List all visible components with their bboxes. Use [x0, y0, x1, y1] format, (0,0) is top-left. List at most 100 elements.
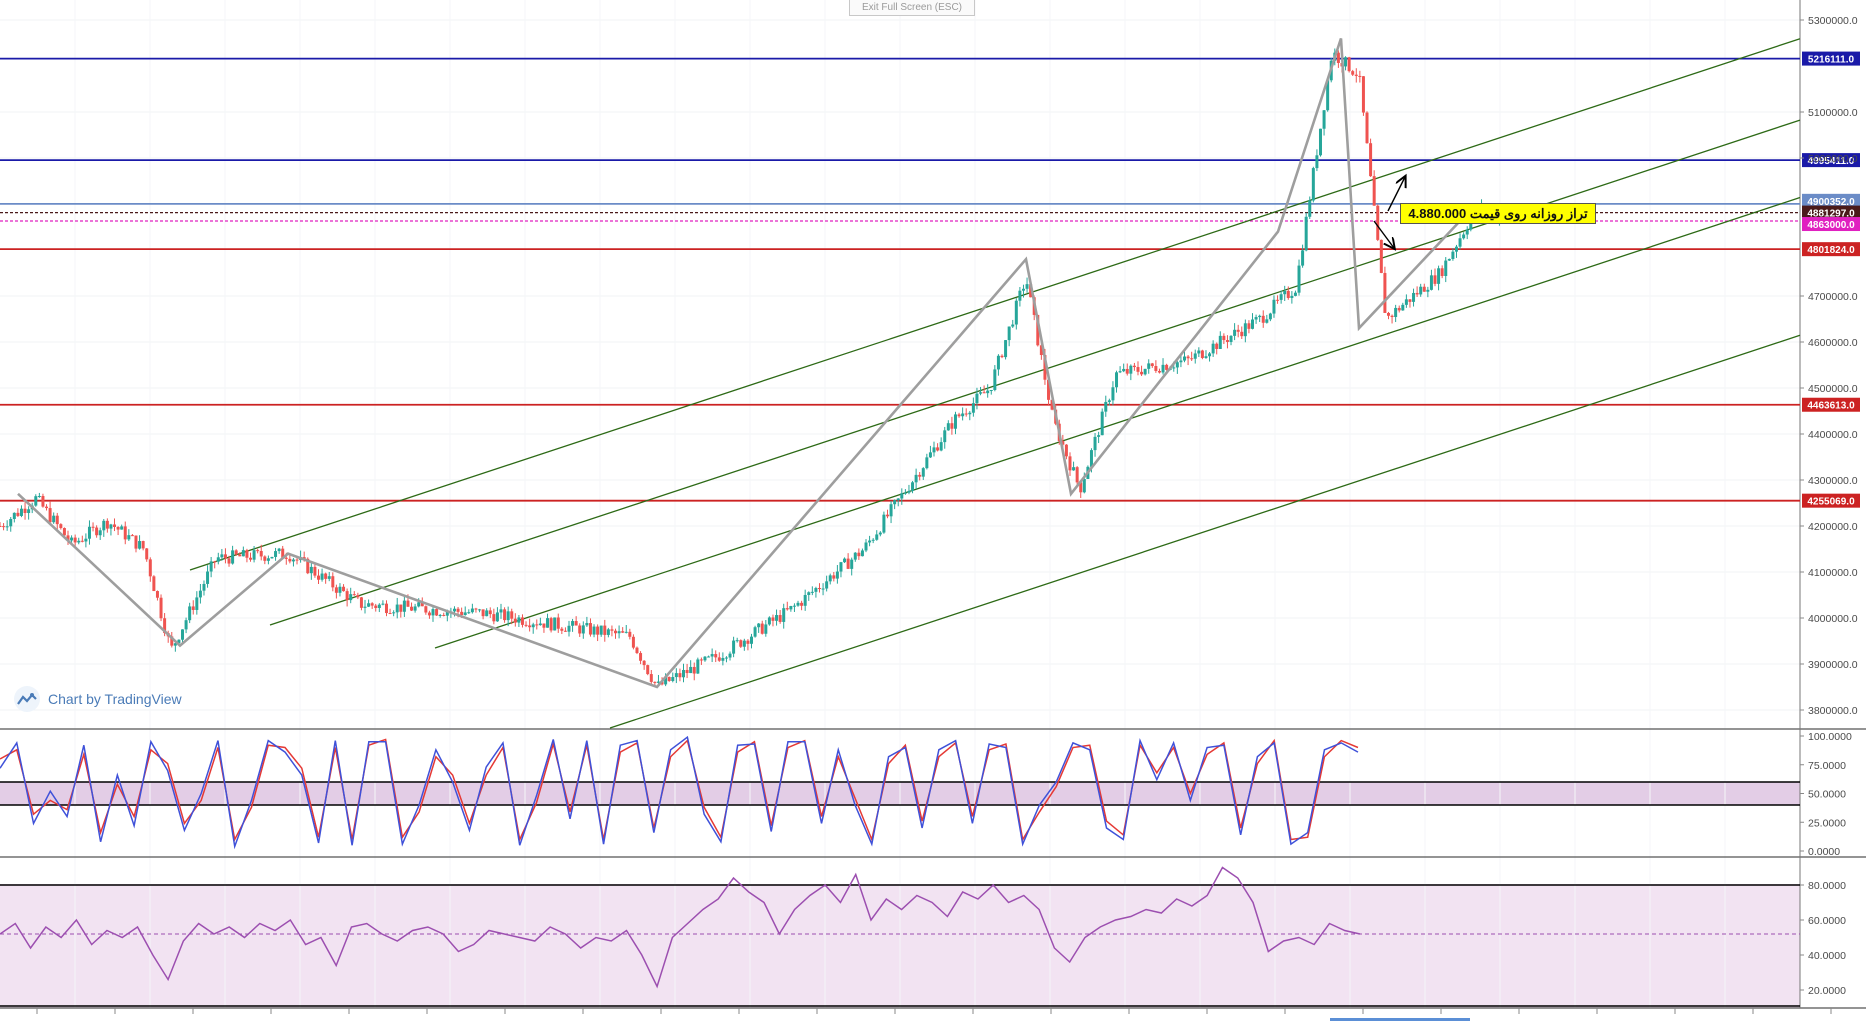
candle — [1422, 283, 1426, 292]
candle — [345, 588, 349, 607]
candle — [374, 603, 378, 612]
level-price-tag — [1802, 153, 1860, 168]
candle — [1419, 283, 1423, 297]
candle — [606, 627, 610, 638]
price-annotation: تراز روزانه روی قیمت 4.880.000 — [1400, 203, 1596, 224]
level-price-label: 4900352.0 — [1807, 197, 1855, 208]
candle — [95, 525, 99, 538]
candle — [1186, 354, 1190, 366]
candle — [1344, 56, 1348, 71]
candle — [209, 557, 213, 578]
candle — [48, 501, 52, 524]
candle — [1018, 286, 1022, 307]
channel-line[interactable] — [609, 334, 1801, 729]
candle — [1412, 288, 1416, 307]
candle — [853, 552, 857, 562]
candle — [1386, 311, 1390, 320]
candle — [1025, 277, 1029, 293]
candle — [739, 639, 743, 648]
candle — [903, 489, 907, 495]
candle — [488, 607, 492, 618]
candle — [16, 508, 20, 518]
level-price-tag — [1802, 217, 1860, 232]
candle — [581, 621, 585, 639]
candle — [1401, 302, 1405, 311]
axis-tick-label: 4700000.0 — [1808, 291, 1858, 303]
candle — [159, 594, 163, 622]
candle — [1093, 433, 1097, 457]
candle — [750, 633, 753, 649]
candle — [986, 384, 990, 398]
candle — [800, 600, 804, 611]
level-price-tag — [1802, 397, 1860, 412]
candle — [148, 557, 152, 582]
tradingview-branding[interactable]: Chart by TradingView — [14, 686, 182, 712]
candle — [1454, 244, 1458, 258]
candle — [707, 655, 711, 658]
candle — [817, 583, 821, 593]
candle — [495, 607, 499, 622]
candle — [370, 602, 374, 609]
candle — [678, 668, 682, 682]
candle — [782, 603, 786, 629]
candle — [1079, 481, 1083, 498]
candle — [152, 575, 156, 592]
candle — [979, 386, 983, 396]
candle — [789, 605, 793, 612]
exit-full-screen-button[interactable]: Exit Full Screen (ESC) — [849, 0, 975, 16]
axis-tick-label: 3800000.0 — [1808, 705, 1858, 717]
candle — [1140, 365, 1144, 377]
candle — [1290, 291, 1294, 304]
candle — [463, 606, 467, 616]
candle — [474, 607, 478, 613]
zigzag-pattern[interactable] — [17, 37, 1477, 689]
candle — [1433, 268, 1437, 287]
candle — [270, 556, 274, 559]
candle — [84, 533, 88, 548]
candle — [1236, 324, 1240, 338]
rsi-line — [0, 866, 1361, 989]
candle — [1240, 326, 1244, 340]
candle — [334, 584, 338, 599]
candle — [384, 600, 388, 617]
candle — [1251, 313, 1254, 330]
candle — [864, 539, 868, 553]
candle — [503, 607, 507, 623]
candle — [288, 555, 292, 564]
candle — [971, 397, 975, 417]
candle — [492, 608, 496, 625]
candle — [1208, 351, 1212, 362]
candle — [1379, 239, 1383, 274]
candle — [1215, 342, 1219, 355]
candle — [596, 624, 600, 642]
time-axis-highlight — [1330, 1018, 1470, 1021]
candle — [821, 583, 825, 596]
axis-tick-label: 0.0000 — [1808, 846, 1840, 858]
candle — [249, 552, 252, 562]
candle — [120, 524, 124, 530]
candle — [778, 609, 782, 624]
candle — [123, 521, 127, 545]
candle — [1222, 333, 1226, 345]
candle — [724, 656, 728, 663]
level-price-label: 4463613.0 — [1807, 401, 1855, 412]
candle — [1193, 349, 1197, 364]
candle — [338, 583, 342, 597]
candle — [184, 617, 188, 634]
channel-line[interactable] — [189, 38, 1801, 571]
candle — [1304, 212, 1308, 252]
candle — [1190, 351, 1194, 362]
axis-tick-label: 5100000.0 — [1808, 107, 1858, 119]
candle — [467, 609, 471, 614]
candle — [520, 614, 524, 628]
channel-line[interactable] — [434, 196, 1801, 649]
level-price-tag — [1802, 51, 1860, 66]
candle — [578, 623, 582, 637]
candle — [352, 591, 356, 596]
tradingview-logo-icon — [14, 686, 40, 712]
candle — [478, 608, 482, 613]
candle — [921, 467, 925, 480]
candle — [1258, 314, 1262, 323]
candle — [546, 613, 550, 628]
